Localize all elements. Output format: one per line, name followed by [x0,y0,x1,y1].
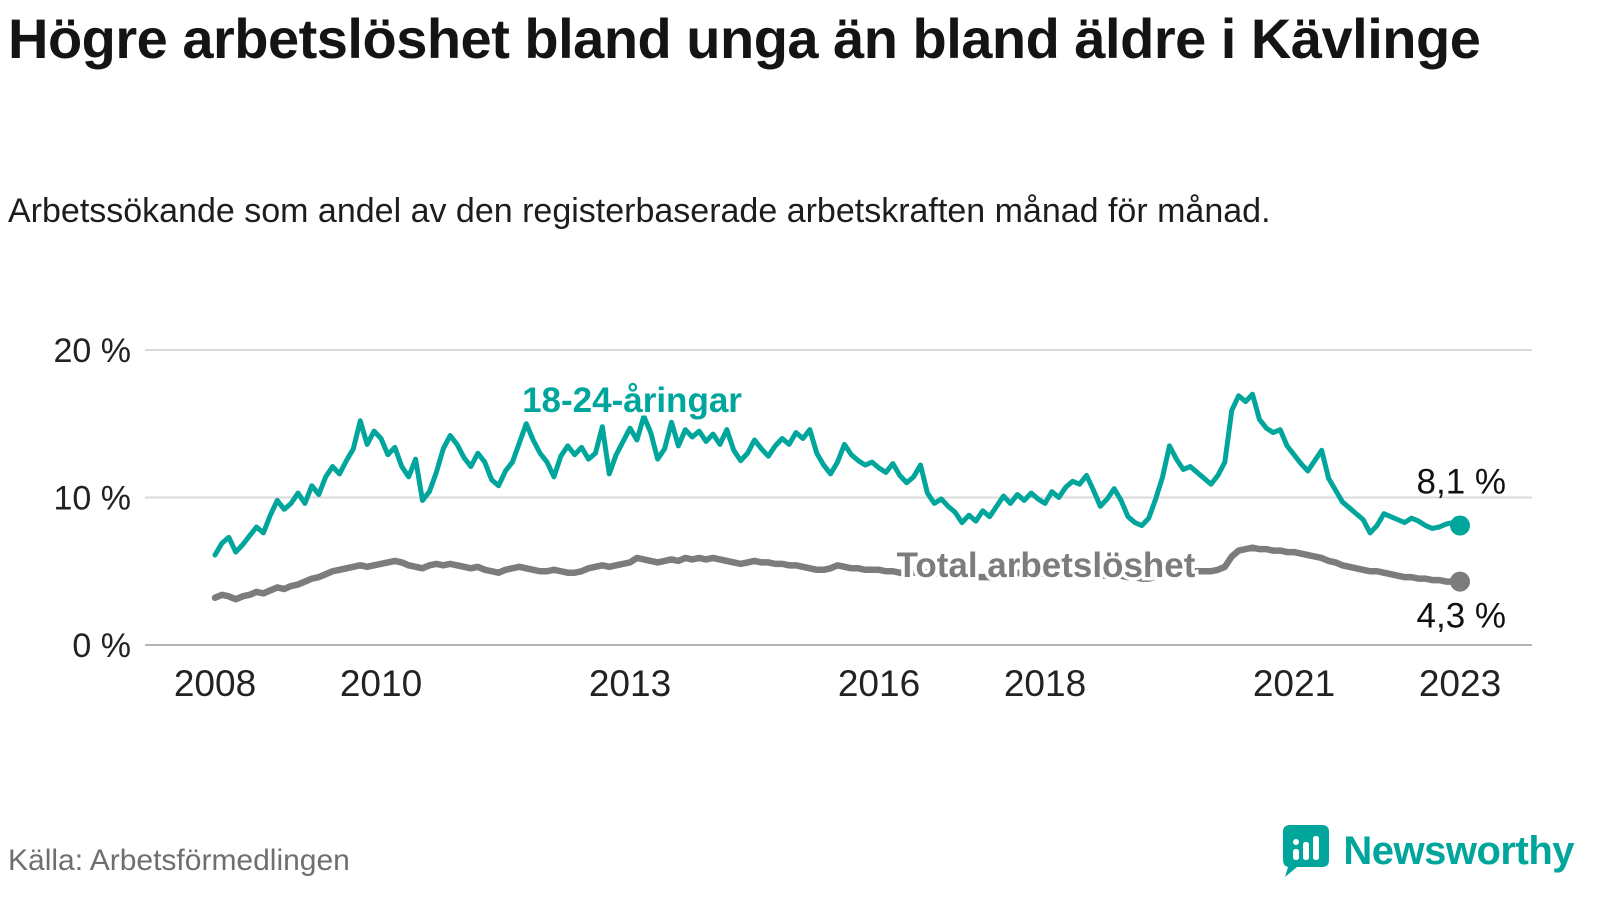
x-axis-tick-label: 2008 [174,663,256,704]
series-end-dot-1 [1450,571,1470,592]
logo-dot [1293,839,1300,845]
x-axis-tick-label: 2018 [1004,663,1086,704]
series-line-1 [211,544,1464,603]
line-chart: 0 % 10 % 20 % 2008 2010 2013 2016 2018 2021 2023 1… [54,332,1532,704]
y-axis-tick-label: 10 % [54,480,132,518]
x-axis-tick-label: 2013 [589,663,671,704]
series-label-1: Total arbetslöshet [897,546,1196,585]
chart-subtitle: Arbetssökande som andel av den registerb… [8,192,1271,230]
series-line-0 [212,391,1463,558]
x-axis-tick-label: 2016 [838,663,920,704]
x-axis-tick-label: 2010 [340,663,422,704]
source-note: Källa: Arbetsförmedlingen [8,844,350,877]
logo-bar-small [1293,849,1300,860]
series-end-value-1: 4,3 % [1417,597,1507,636]
x-axis-tick-label: 2021 [1253,663,1335,704]
newsworthy-logo-icon [1283,825,1330,877]
y-axis-tick-label: 20 % [54,332,132,370]
series-end-value-0: 8,1 % [1417,463,1507,502]
series-end-dot-0 [1450,515,1470,536]
logo-bar-large [1313,836,1320,860]
chart-title: Högre arbetslöshet bland unga än bland ä… [8,7,1481,70]
series-label-0: 18-24-åringar [522,381,742,420]
y-axis-tick-label: 0 % [72,627,131,665]
x-axis-tick-label: 2023 [1419,663,1501,704]
newsworthy-wordmark: Newsworthy [1343,828,1574,873]
logo-bar-medium [1303,842,1310,860]
newsworthy-branding: Newsworthy [1281,824,1574,878]
